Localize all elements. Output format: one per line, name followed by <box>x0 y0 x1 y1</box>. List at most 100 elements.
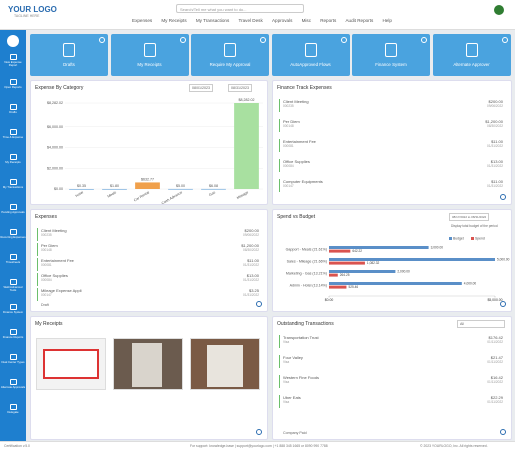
avatar[interactable] <box>494 5 504 15</box>
sidebar-icon <box>9 79 17 85</box>
tile[interactable]: Finance System <box>352 34 430 76</box>
nav-link[interactable]: Travel Desk <box>238 18 263 23</box>
sidebar-icon <box>9 179 17 185</box>
refresh-button[interactable] <box>500 429 506 435</box>
panel-title: Expense By Category <box>35 85 84 91</box>
nav-link[interactable]: Reports <box>320 18 337 23</box>
refresh-button[interactable] <box>256 301 262 307</box>
x-tick-label: Meals <box>107 190 117 198</box>
list-item[interactable]: Mileage Expense Appli 000147 $3.25 01/31/20… <box>37 288 259 301</box>
item-id: 000081 <box>41 263 52 267</box>
budget-checkbox[interactable]: Display total budget of the period <box>451 224 498 228</box>
item-date: 09/06/2022 <box>487 104 503 108</box>
value-label: 525.46 <box>348 285 358 289</box>
sidebar-icon <box>9 304 17 310</box>
list-item[interactable]: Uber Eats Visa $22.29 01/11/2022 <box>279 395 503 408</box>
nav-link[interactable]: Expenses <box>132 18 153 23</box>
sidebar-item[interactable]: Alternate Approvals <box>0 379 26 389</box>
tile-toggle[interactable] <box>421 37 427 43</box>
tile-label: Alternate Approver <box>453 62 490 67</box>
legend-company-paid: Company Paid <box>283 431 307 435</box>
nav-link[interactable]: Help <box>382 18 392 23</box>
sidebar-item[interactable]: Recurring Expenses <box>0 229 26 239</box>
tile-toggle[interactable] <box>179 37 186 43</box>
tile-toggle[interactable] <box>501 37 508 43</box>
list-item[interactable]: Office Supplies 000084 $13.00 01/31/2022 <box>279 159 503 172</box>
search-box[interactable]: Search/Tell me what you want to do... <box>176 4 304 13</box>
tile-toggle[interactable] <box>260 37 266 43</box>
list-item[interactable]: Office Supplies 000084 $13.00 01/31/2022 <box>37 273 259 286</box>
panel-title: My Receipts <box>35 321 63 327</box>
sidebar-item[interactable]: Drafts <box>0 104 26 114</box>
refresh-button[interactable] <box>500 301 506 307</box>
tile-toggle[interactable] <box>340 37 347 43</box>
refresh-button[interactable] <box>256 429 262 435</box>
list-item[interactable]: Entertainment Fee 000081 $11.00 01/31/2022 <box>279 139 503 152</box>
tile[interactable]: Alternate Approver <box>432 34 511 76</box>
item-amount: $21.47 <box>490 355 503 360</box>
list-item[interactable]: Client Meeting 000235 $200.00 09/06/2022 <box>37 228 259 241</box>
panel-title: Expenses <box>35 214 57 220</box>
category-label: Admin - Hotel (13.14%) <box>290 284 327 288</box>
tile[interactable]: Require My Approval <box>191 34 269 76</box>
sidebar-item[interactable]: Finance System <box>0 304 26 314</box>
tile[interactable]: My Receipts <box>110 34 189 76</box>
bar <box>329 246 429 249</box>
nav-link[interactable]: Approvals <box>271 18 293 23</box>
header: YOUR LOGO TAGLINE HERE Search/Tell me wh… <box>0 0 515 30</box>
list-item[interactable]: Transportation Trust Visa $176.42 01/11/202… <box>279 335 503 348</box>
receipt-image[interactable] <box>113 338 183 390</box>
sidebar-item[interactable]: My Transactions <box>0 179 26 189</box>
list-item[interactable]: Computer Equipments 000147 $11.00 01/31/202… <box>279 179 503 192</box>
sidebar-label: Delegate <box>7 410 19 414</box>
item-id: 000081 <box>283 144 294 148</box>
sidebar-icon <box>9 329 17 335</box>
sidebar-item[interactable]: New Expense Report <box>0 54 26 67</box>
date-from[interactable]: 08/01/2023 <box>189 84 213 92</box>
item-name: Per Diem <box>41 243 58 248</box>
list-item[interactable]: Four Valley Visa $21.47 01/11/2022 <box>279 355 503 368</box>
tile-icon <box>224 43 236 57</box>
nav-link[interactable]: Audit Reports <box>345 18 374 23</box>
sidebar-item[interactable]: Pending Approvals <box>0 204 26 214</box>
item-id: Visa <box>283 380 290 384</box>
panel-title: Outstanding Transactions <box>277 321 334 327</box>
home-button[interactable] <box>7 35 19 47</box>
sidebar-item[interactable]: My Receipts <box>0 154 26 164</box>
list-item[interactable]: Entertainment Fee 000081 $11.00 01/31/2022 <box>37 258 259 271</box>
list-item[interactable]: Client Meeting 000235 $200.00 09/06/2022 <box>279 99 503 112</box>
nav-link[interactable]: My Transactions <box>195 18 230 23</box>
sidebar-item[interactable]: Timesheets <box>0 254 26 264</box>
sidebar-item[interactable]: Web/Advanced Tools <box>0 279 26 292</box>
sidebar-icon <box>9 354 17 360</box>
receipt-image[interactable] <box>190 338 260 390</box>
nav-link[interactable]: Misc <box>301 18 312 23</box>
value-label: 1,082.32 <box>367 261 380 265</box>
list-item[interactable]: Per Diem 000148 $1,200.00 08/30/2022 <box>37 243 259 256</box>
bar <box>329 273 338 277</box>
tile[interactable]: Drafts <box>30 34 108 76</box>
sidebar-item[interactable]: Delegate <box>0 404 26 414</box>
date-to[interactable]: 08/31/2023 <box>228 84 252 92</box>
logo[interactable]: YOUR LOGO <box>8 5 57 14</box>
tile[interactable]: AutoApproved Flows <box>271 34 350 76</box>
sidebar-icon <box>9 379 17 385</box>
logo-tagline: TAGLINE HERE <box>14 14 40 18</box>
tile-toggle[interactable] <box>99 37 105 43</box>
nav-link[interactable]: My Receipts <box>161 18 187 23</box>
item-date: 01/11/2022 <box>487 360 503 364</box>
receipt-image[interactable] <box>36 338 106 390</box>
sidebar-item[interactable]: Dual Center Types <box>0 354 26 364</box>
item-date: 01/31/2022 <box>243 293 259 297</box>
sidebar-item[interactable]: Finance Reports <box>0 329 26 339</box>
list-item[interactable]: Per Diem 000148 $1,200.00 08/30/2022 <box>279 119 503 132</box>
list-item[interactable]: Western Fine Foods Visa $16.42 01/11/2022 <box>279 375 503 388</box>
sidebar-item[interactable]: Open Reports <box>0 79 26 89</box>
sidebar-item[interactable]: Time & Expense <box>0 129 26 139</box>
period-select[interactable]: 08/17/2022 to 08/31/2022 <box>449 213 490 221</box>
filter-select[interactable]: All <box>457 320 505 328</box>
footer: Certification v.5.0 For support: knowled… <box>0 441 515 450</box>
item-amount: $11.00 <box>247 258 259 263</box>
refresh-button[interactable] <box>500 194 506 200</box>
